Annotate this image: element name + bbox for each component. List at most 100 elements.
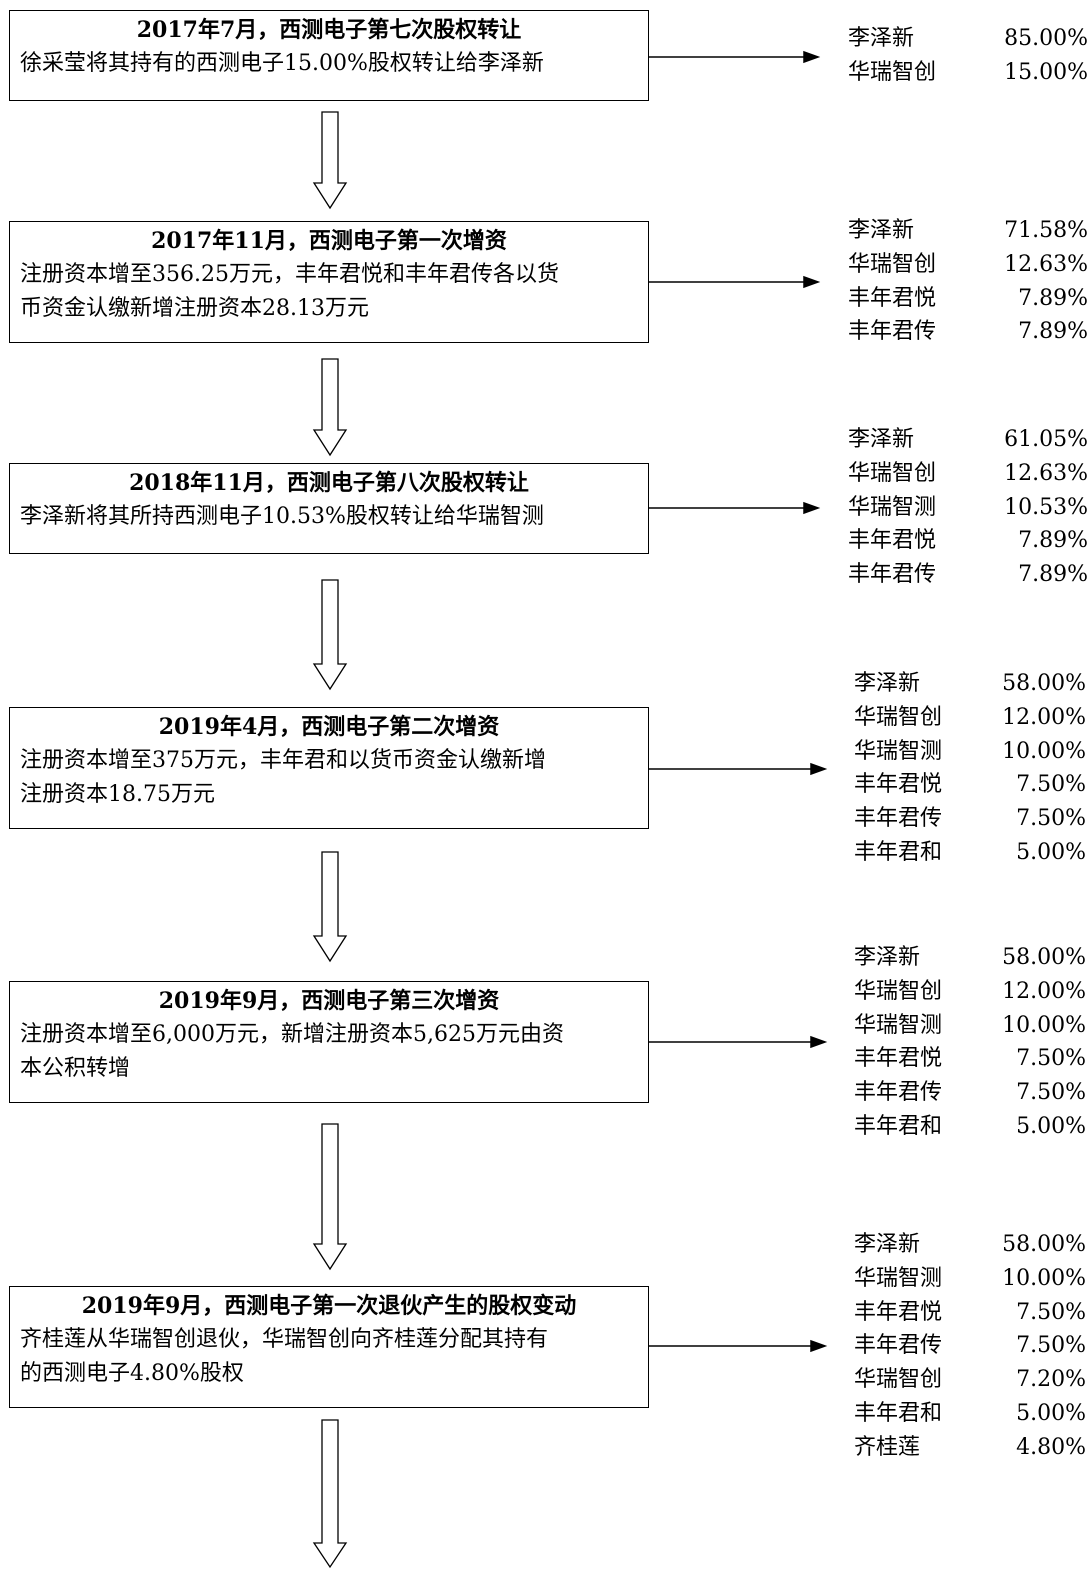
shareholder-row: 齐桂莲 4.80% <box>854 1431 1086 1465</box>
shareholder-name: 李泽新 <box>854 667 920 701</box>
shareholder-row: 华瑞智测 10.00% <box>854 1009 1086 1043</box>
shareholder-name: 丰年君悦 <box>848 282 936 316</box>
shareholder-name: 李泽新 <box>848 423 914 457</box>
shareholder-row: 李泽新 58.00% <box>854 667 1086 701</box>
shareholder-list-5: 李泽新 58.00% 华瑞智创 12.00% 华瑞智测 10.00% 丰年君悦 7.50… <box>854 941 1086 1144</box>
stage-title: 2019年9月，西测电子第一次退伙产生的股权变动 <box>20 1289 638 1323</box>
shareholder-percentage: 12.63% <box>1004 248 1088 282</box>
stage-box-2: 2017年11月，西测电子第一次增资 注册资本增至356.25万元，丰年君悦和丰… <box>9 221 649 343</box>
shareholder-name: 华瑞智创 <box>848 457 936 491</box>
shareholder-row: 华瑞智创 7.20% <box>854 1363 1086 1397</box>
shareholder-row: 李泽新 61.05% <box>848 423 1088 457</box>
shareholder-name: 华瑞智创 <box>848 248 936 282</box>
shareholder-row: 丰年君悦 7.50% <box>854 1296 1086 1330</box>
shareholder-row: 丰年君悦 7.50% <box>854 1042 1086 1076</box>
shareholder-percentage: 71.58% <box>1004 214 1088 248</box>
shareholder-list-3: 李泽新 61.05% 华瑞智创 12.63% 华瑞智测 10.53% 丰年君悦 7.89… <box>848 423 1088 592</box>
stage-title: 2019年9月，西测电子第三次增资 <box>20 984 638 1018</box>
shareholder-row: 丰年君传 7.50% <box>854 1076 1086 1110</box>
shareholder-percentage: 12.63% <box>1004 457 1088 491</box>
shareholder-percentage: 7.89% <box>1018 315 1088 349</box>
shareholder-percentage: 15.00% <box>1004 56 1088 90</box>
shareholder-row: 华瑞智创 12.63% <box>848 457 1088 491</box>
shareholder-percentage: 12.00% <box>1002 975 1086 1009</box>
shareholder-percentage: 58.00% <box>1002 1228 1086 1262</box>
shareholder-name: 华瑞智测 <box>854 735 942 769</box>
shareholder-name: 丰年君悦 <box>854 1296 942 1330</box>
right-arrow-4-head <box>811 764 825 774</box>
shareholder-name: 李泽新 <box>854 1228 920 1262</box>
shareholder-list-6: 李泽新 58.00% 华瑞智测 10.00% 丰年君悦 7.50% 丰年君传 7.50%… <box>854 1228 1086 1465</box>
shareholder-name: 丰年君传 <box>848 315 936 349</box>
shareholder-percentage: 7.50% <box>1016 1296 1086 1330</box>
shareholder-row: 华瑞智测 10.00% <box>854 1262 1086 1296</box>
shareholder-percentage: 5.00% <box>1016 1110 1086 1144</box>
down-arrow-2 <box>314 359 346 455</box>
shareholder-list-2: 李泽新 71.58% 华瑞智创 12.63% 丰年君悦 7.89% 丰年君传 7.89% <box>848 214 1088 349</box>
shareholder-name: 丰年君传 <box>848 558 936 592</box>
shareholder-name: 华瑞智测 <box>854 1262 942 1296</box>
shareholder-percentage: 7.89% <box>1018 524 1088 558</box>
shareholder-list-4: 李泽新 58.00% 华瑞智创 12.00% 华瑞智测 10.00% 丰年君悦 7.50… <box>854 667 1086 870</box>
shareholder-percentage: 58.00% <box>1002 941 1086 975</box>
stage-box-3: 2018年11月，西测电子第八次股权转让 李泽新将其所持西测电子10.53%股权… <box>9 463 649 554</box>
shareholder-name: 丰年君传 <box>854 1329 942 1363</box>
down-arrow-5 <box>314 1124 346 1269</box>
shareholder-name: 华瑞智创 <box>848 56 936 90</box>
right-arrow-1-head <box>804 52 818 62</box>
shareholder-row: 丰年君和 5.00% <box>854 836 1086 870</box>
shareholder-row: 丰年君和 5.00% <box>854 1110 1086 1144</box>
down-arrow-6 <box>314 1420 346 1567</box>
stage-description: 齐桂莲从华瑞智创退伙，华瑞智创向齐桂莲分配其持有 的西测电子4.80%股权 <box>20 1323 638 1391</box>
shareholder-percentage: 10.00% <box>1002 735 1086 769</box>
stage-title: 2017年11月，西测电子第一次增资 <box>20 224 638 258</box>
shareholder-name: 李泽新 <box>848 22 914 56</box>
shareholder-name: 丰年君和 <box>854 1397 942 1431</box>
shareholder-name: 华瑞智测 <box>848 491 936 525</box>
shareholder-row: 丰年君悦 7.89% <box>848 282 1088 316</box>
stage-description: 注册资本增至356.25万元，丰年君悦和丰年君传各以货 币资金认缴新增注册资本2… <box>20 258 638 326</box>
shareholder-row: 李泽新 71.58% <box>848 214 1088 248</box>
shareholder-percentage: 10.00% <box>1002 1262 1086 1296</box>
shareholder-percentage: 7.20% <box>1016 1363 1086 1397</box>
shareholder-percentage: 7.50% <box>1016 1076 1086 1110</box>
stage-title: 2019年4月，西测电子第二次增资 <box>20 710 638 744</box>
shareholder-row: 华瑞智创 12.63% <box>848 248 1088 282</box>
right-arrow-5-head <box>811 1037 825 1047</box>
stage-box-4: 2019年4月，西测电子第二次增资 注册资本增至375万元，丰年君和以货币资金认… <box>9 707 649 829</box>
stage-box-1: 2017年7月，西测电子第七次股权转让 徐采莹将其持有的西测电子15.00%股权… <box>9 10 649 101</box>
shareholder-row: 丰年君悦 7.50% <box>854 768 1086 802</box>
down-arrow-4 <box>314 852 346 961</box>
shareholder-name: 李泽新 <box>854 941 920 975</box>
shareholder-percentage: 7.50% <box>1016 1329 1086 1363</box>
stage-description: 徐采莹将其持有的西测电子15.00%股权转让给李泽新 <box>20 47 638 81</box>
stage-box-5: 2019年9月，西测电子第三次增资 注册资本增至6,000万元，新增注册资本5,… <box>9 981 649 1103</box>
shareholder-percentage: 10.00% <box>1002 1009 1086 1043</box>
shareholder-name: 丰年君和 <box>854 1110 942 1144</box>
stage-box-6: 2019年9月，西测电子第一次退伙产生的股权变动 齐桂莲从华瑞智创退伙，华瑞智创… <box>9 1286 649 1408</box>
shareholder-percentage: 5.00% <box>1016 1397 1086 1431</box>
shareholder-percentage: 7.89% <box>1018 558 1088 592</box>
shareholder-row: 丰年君传 7.50% <box>854 802 1086 836</box>
shareholder-percentage: 12.00% <box>1002 701 1086 735</box>
shareholder-name: 丰年君传 <box>854 1076 942 1110</box>
shareholder-name: 丰年君和 <box>854 836 942 870</box>
shareholder-name: 华瑞智创 <box>854 1363 942 1397</box>
shareholder-percentage: 61.05% <box>1004 423 1088 457</box>
shareholder-percentage: 58.00% <box>1002 667 1086 701</box>
stage-description: 注册资本增至375万元，丰年君和以货币资金认缴新增 注册资本18.75万元 <box>20 744 638 812</box>
stage-description: 李泽新将其所持西测电子10.53%股权转让给华瑞智测 <box>20 500 638 534</box>
shareholder-name: 华瑞智创 <box>854 975 942 1009</box>
shareholder-name: 丰年君悦 <box>854 1042 942 1076</box>
shareholder-percentage: 4.80% <box>1016 1431 1086 1465</box>
shareholder-percentage: 7.89% <box>1018 282 1088 316</box>
shareholder-name: 丰年君传 <box>854 802 942 836</box>
shareholder-row: 丰年君传 7.89% <box>848 558 1088 592</box>
shareholder-name: 齐桂莲 <box>854 1431 920 1465</box>
shareholder-percentage: 85.00% <box>1004 22 1088 56</box>
shareholder-percentage: 7.50% <box>1016 768 1086 802</box>
stage-description: 注册资本增至6,000万元，新增注册资本5,625万元由资 本公积转增 <box>20 1018 638 1086</box>
down-arrow-1 <box>314 112 346 208</box>
shareholder-percentage: 10.53% <box>1004 491 1088 525</box>
shareholder-row: 丰年君传 7.50% <box>854 1329 1086 1363</box>
